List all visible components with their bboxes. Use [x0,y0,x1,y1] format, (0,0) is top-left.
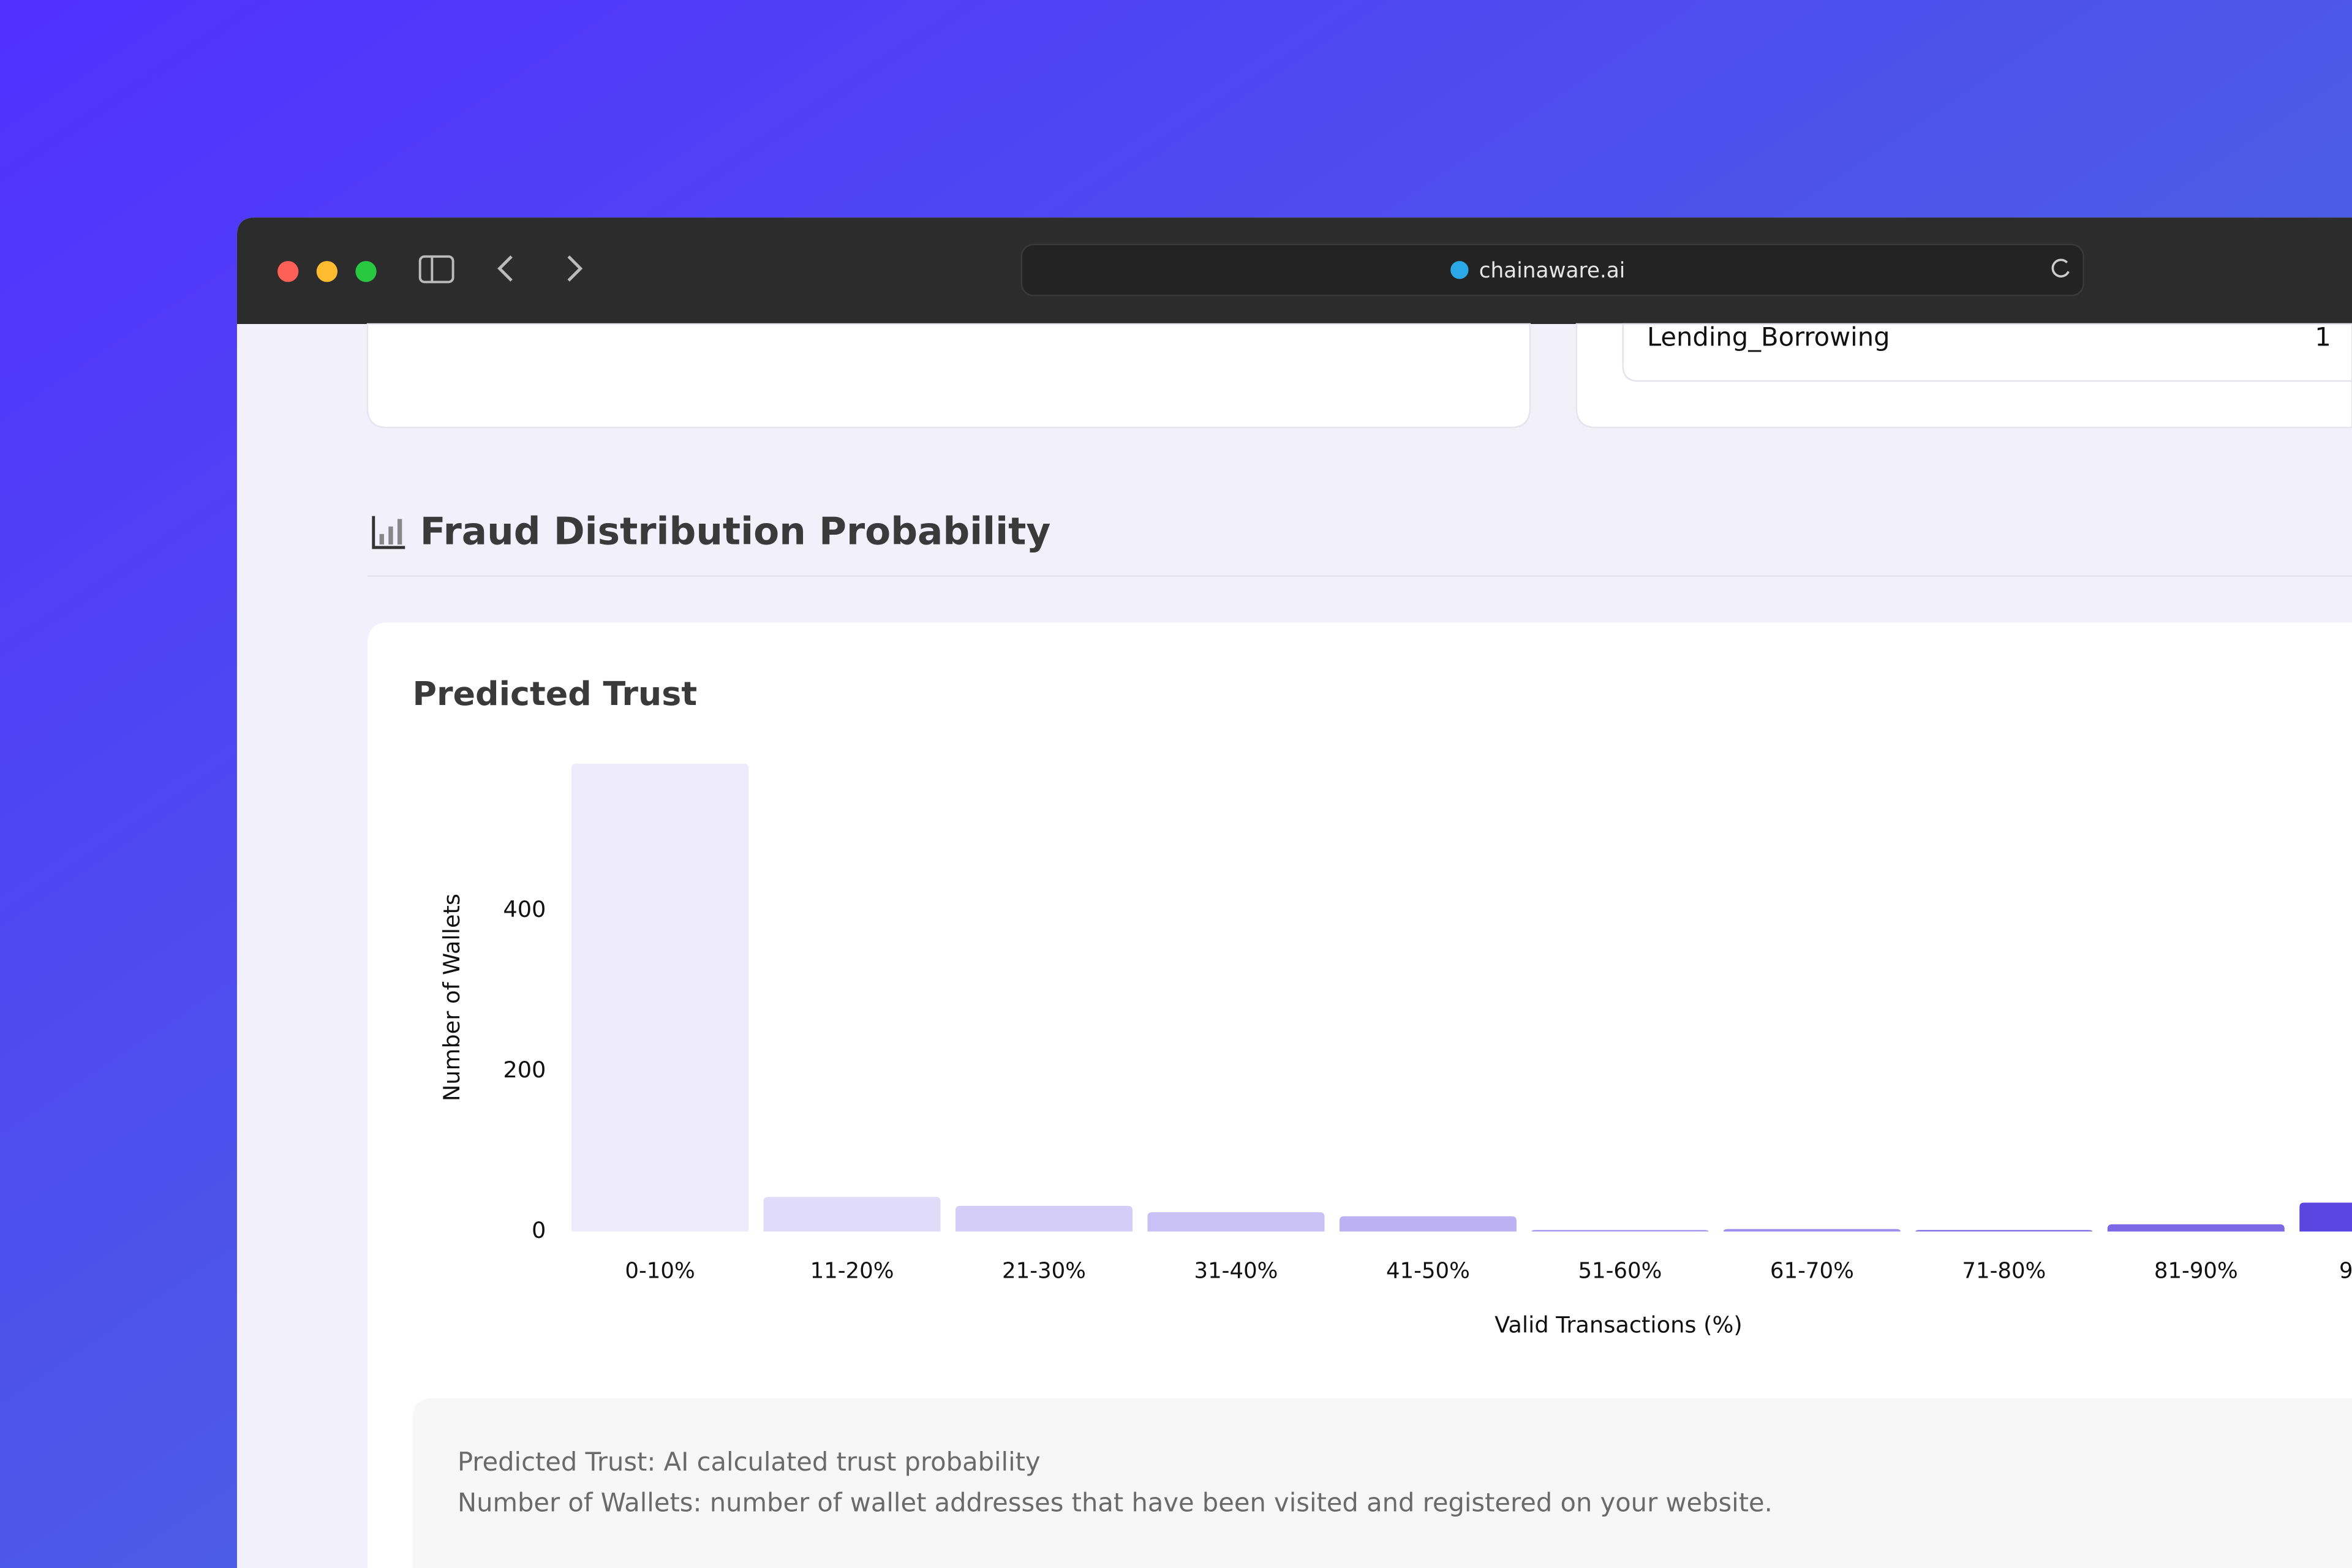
url: chainaware.ai [1479,258,1626,283]
close-button[interactable] [277,261,299,282]
x-tick-label: 71-80% [1962,1259,2046,1284]
chart-card [368,622,2352,1568]
y-tick-label: 0 [532,1217,546,1243]
bar [2107,1224,2285,1232]
x-tick-label: 21-30% [1002,1259,1086,1284]
x-tick-label: 0-10% [625,1259,695,1284]
address-bar[interactable] [1020,243,2084,296]
bar [763,1197,941,1232]
x-tick-label: 91-100% [2339,1259,2352,1284]
notes-box [412,1398,2352,1568]
bar [2299,1202,2352,1232]
plot: 0 200 400 0-10% 11-20% 21-30% 31-40% 41-50% 51-6… [503,763,2352,1284]
note: Predicted Trust: AI calculated trust pro… [458,1447,1041,1477]
y-axis-label: Number of Wallets [439,894,465,1101]
sidebar-button[interactable] [418,255,454,284]
y-tick-label: 200 [503,1057,546,1083]
chart-title: Predicted Trust [412,674,697,713]
x-tick-label: 51-60% [1578,1259,1662,1284]
row-value: 1 [2315,322,2331,352]
note: Number of Wallets: number of wallet addr… [458,1487,1773,1517]
bar [1915,1229,2093,1232]
x-tick-label: 81-90% [2154,1259,2238,1284]
bar [1339,1216,1517,1232]
table-row [1622,323,2352,382]
section-title: Fraud Distribution Probability [420,510,1051,553]
y-tick-label: 400 [503,896,546,922]
zoom-button[interactable] [355,261,377,282]
bar [956,1205,1133,1232]
x-tick-label: 61-70% [1770,1259,1854,1284]
chart-icon [372,516,405,549]
minimize-button[interactable] [316,261,338,282]
bar [1723,1229,1901,1232]
x-tick-label: 41-50% [1386,1259,1470,1284]
bar [571,763,749,1232]
x-axis-label: Valid Transactions (%) [1494,1311,1743,1338]
reload-button[interactable] [2051,258,2070,278]
x-tick-label: 31-40% [1194,1259,1278,1284]
forward-button[interactable] [567,255,583,282]
card [366,323,1531,429]
x-tick-label: 11-20% [810,1259,894,1284]
row-label: Lending_Borrowing [1647,322,1890,352]
back-button[interactable] [497,255,513,282]
site-icon [1450,261,1469,279]
bar [1531,1229,1709,1232]
bar [1147,1212,1325,1232]
